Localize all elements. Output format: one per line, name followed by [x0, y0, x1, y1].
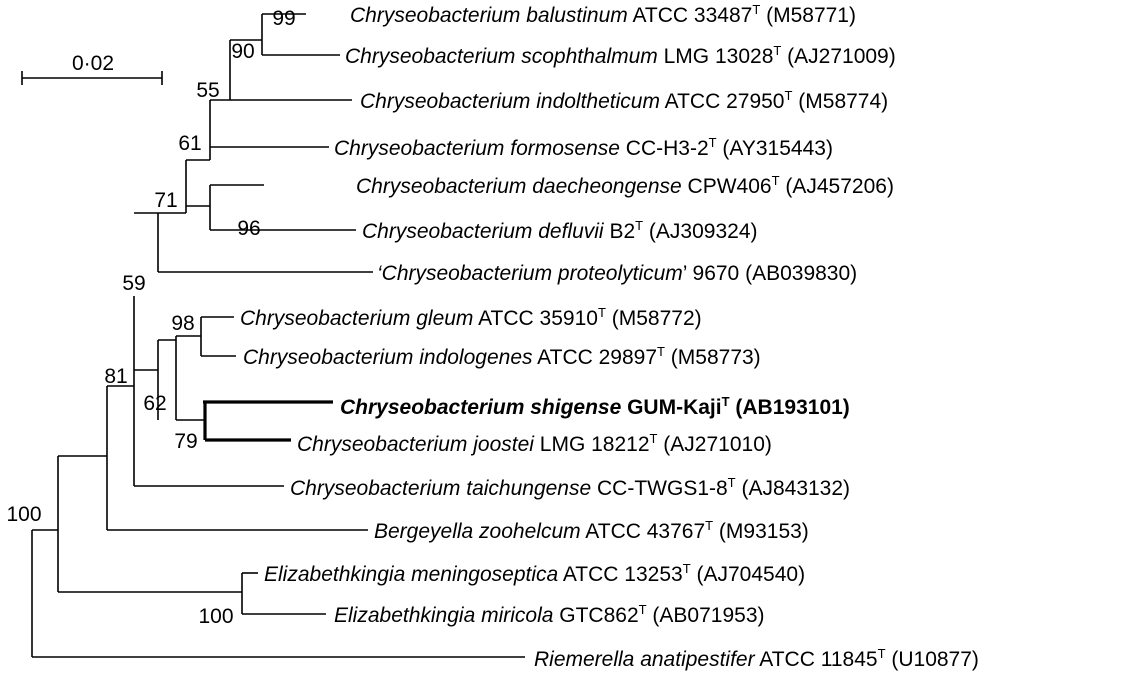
- taxon-strain: CC-H3-2: [620, 137, 709, 160]
- bootstrap-59: 59: [122, 272, 145, 295]
- taxon-strain: ATCC 35910: [473, 307, 598, 330]
- taxon-label-miricola: Elizabethkingia miricola GTC862T (AB0719…: [334, 602, 765, 627]
- taxon-strain: ATCC 13253: [558, 563, 683, 586]
- taxon-name: Chryseobacterium joostei: [297, 433, 535, 456]
- taxon-label-zoohelcum: Bergeyella zoohelcum ATCC 43767T (M93153…: [374, 518, 809, 543]
- taxon-strain: B2: [604, 220, 636, 243]
- scale-bar: 0·02: [21, 52, 163, 85]
- bootstrap-55: 55: [196, 79, 219, 102]
- taxon-name: ‘Chryseobacterium proteolyticum: [377, 262, 683, 285]
- bootstrap-71: 71: [154, 189, 177, 212]
- taxon-accession: (AJ271010): [657, 433, 771, 456]
- taxon-name: Elizabethkingia miricola: [334, 604, 553, 627]
- taxon-label-proteolyticum: ‘Chryseobacterium proteolyticum’ 9670 (A…: [377, 262, 857, 285]
- taxon-accession: (AB071953): [647, 604, 765, 627]
- bootstrap-99: 99: [272, 7, 295, 30]
- taxon-name: Chryseobacterium daecheongense: [356, 175, 682, 198]
- taxon-accession: (M93153): [713, 520, 809, 543]
- taxon-accession: (AY315443): [717, 137, 833, 160]
- taxon-label-gleum: Chryseobacterium gleum ATCC 35910T (M587…: [240, 305, 702, 330]
- type-strain-mark: T: [773, 43, 781, 58]
- type-strain-mark: T: [709, 135, 717, 150]
- taxon-label-scophthalmum: Chryseobacterium scophthalmum LMG 13028T…: [345, 43, 896, 68]
- taxon-label-balustinum: Chryseobacterium balustinum ATCC 33487T …: [350, 2, 856, 27]
- taxon-accession: (M58771): [760, 4, 856, 27]
- type-strain-mark: T: [878, 646, 886, 661]
- type-strain-mark: T: [657, 344, 665, 359]
- taxon-name: Chryseobacterium balustinum: [350, 4, 628, 27]
- taxon-name: Elizabethkingia meningoseptica: [264, 563, 558, 586]
- bootstrap-79: 79: [174, 430, 197, 453]
- taxon-accession: (AJ271009): [781, 45, 895, 68]
- bootstrap-98: 98: [171, 312, 194, 335]
- taxon-accession: (M58774): [792, 90, 888, 113]
- type-strain-mark: T: [752, 2, 760, 17]
- bootstrap-61: 61: [178, 132, 201, 155]
- bootstrap-100-elizabethkingia: 100: [198, 605, 233, 628]
- taxon-name: Chryseobacterium shigense: [340, 396, 622, 419]
- taxon-accession: (AJ843132): [736, 477, 850, 500]
- type-strain-mark: T: [705, 518, 713, 533]
- taxon-labels: Chryseobacterium balustinum ATCC 33487T …: [240, 2, 979, 671]
- type-strain-mark: T: [728, 475, 736, 490]
- bootstrap-values: 99 90 55 61 96 71 59 98 81 62 79 100 100: [6, 7, 295, 628]
- taxon-accession: (AJ309324): [643, 220, 757, 243]
- type-strain-mark: T: [635, 218, 643, 233]
- type-strain-mark: T: [598, 305, 606, 320]
- taxon-strain: CC-TWGS1-8: [591, 477, 728, 500]
- taxon-name: Chryseobacterium scophthalmum: [345, 45, 658, 68]
- bootstrap-62: 62: [143, 392, 166, 415]
- scale-bar-label: 0·02: [72, 52, 114, 75]
- taxon-name: Chryseobacterium indoltheticum: [360, 90, 660, 113]
- taxon-accession: (U10877): [886, 648, 979, 671]
- taxon-strain: ATCC 43767: [581, 520, 706, 543]
- taxon-label-defluvii: Chryseobacterium defluvii B2T (AJ309324): [362, 218, 758, 243]
- taxon-label-anatipestifer: Riemerella anatipestifer ATCC 11845T (U1…: [534, 646, 979, 671]
- taxon-name: Chryseobacterium defluvii: [362, 220, 605, 243]
- taxon-name: Chryseobacterium indologenes: [243, 346, 533, 369]
- tree-branches: [31, 13, 525, 658]
- taxon-strain: ATCC 29897: [533, 346, 658, 369]
- taxon-accession: (AB193101): [730, 396, 850, 419]
- taxon-label-joostei: Chryseobacterium joostei LMG 18212T (AJ2…: [297, 431, 772, 456]
- type-strain-mark: T: [772, 173, 780, 188]
- taxon-accession: (M58772): [606, 307, 702, 330]
- taxon-accession: (AJ704540): [691, 563, 805, 586]
- taxon-name: Riemerella anatipestifer: [534, 648, 756, 671]
- taxon-label-formosense: Chryseobacterium formosense CC-H3-2T (AY…: [334, 135, 833, 160]
- taxon-strain: ATCC 11845: [755, 648, 878, 671]
- bootstrap-90: 90: [231, 40, 254, 63]
- bootstrap-100-root: 100: [6, 503, 41, 526]
- taxon-name: Bergeyella zoohelcum: [374, 520, 581, 543]
- taxon-strain: ATCC 27950: [660, 90, 785, 113]
- taxon-label-taichungense: Chryseobacterium taichungense CC-TWGS1-8…: [290, 475, 850, 500]
- bootstrap-81: 81: [104, 365, 127, 388]
- taxon-strain: GTC862: [553, 604, 638, 627]
- taxon-quote-mark: ’: [683, 262, 687, 285]
- taxon-accession: (M58773): [665, 346, 761, 369]
- bootstrap-96: 96: [237, 217, 260, 240]
- taxon-accession: (AJ457206): [780, 175, 894, 198]
- taxon-strain: LMG 18212: [534, 433, 650, 456]
- taxon-strain: GUM-Kaji: [621, 396, 721, 419]
- type-strain-mark: T: [683, 561, 691, 576]
- taxon-label-daecheongense: Chryseobacterium daecheongense CPW406T (…: [356, 173, 894, 198]
- taxon-label-shigense: Chryseobacterium shigense GUM-KajiT (AB1…: [340, 394, 850, 419]
- taxon-strain: 9670: [687, 262, 740, 285]
- taxon-strain: CPW406: [682, 175, 772, 198]
- type-strain-mark: T: [784, 88, 792, 103]
- taxon-label-indoltheticum: Chryseobacterium indoltheticum ATCC 2795…: [360, 88, 888, 113]
- taxon-name: Chryseobacterium gleum: [240, 307, 473, 330]
- type-strain-mark: T: [639, 602, 647, 617]
- type-strain-mark: T: [722, 394, 730, 409]
- taxon-label-meningoseptica: Elizabethkingia meningoseptica ATCC 1325…: [264, 561, 805, 586]
- taxon-strain: LMG 13028: [658, 45, 774, 68]
- taxon-name: Chryseobacterium taichungense: [290, 477, 591, 500]
- taxon-name: Chryseobacterium formosense: [334, 137, 620, 160]
- type-strain-mark: T: [650, 431, 658, 446]
- taxon-strain: ATCC 33487: [628, 4, 753, 27]
- taxon-label-indologenes: Chryseobacterium indologenes ATCC 29897T…: [243, 344, 761, 369]
- taxon-accession: (AB039830): [739, 262, 857, 285]
